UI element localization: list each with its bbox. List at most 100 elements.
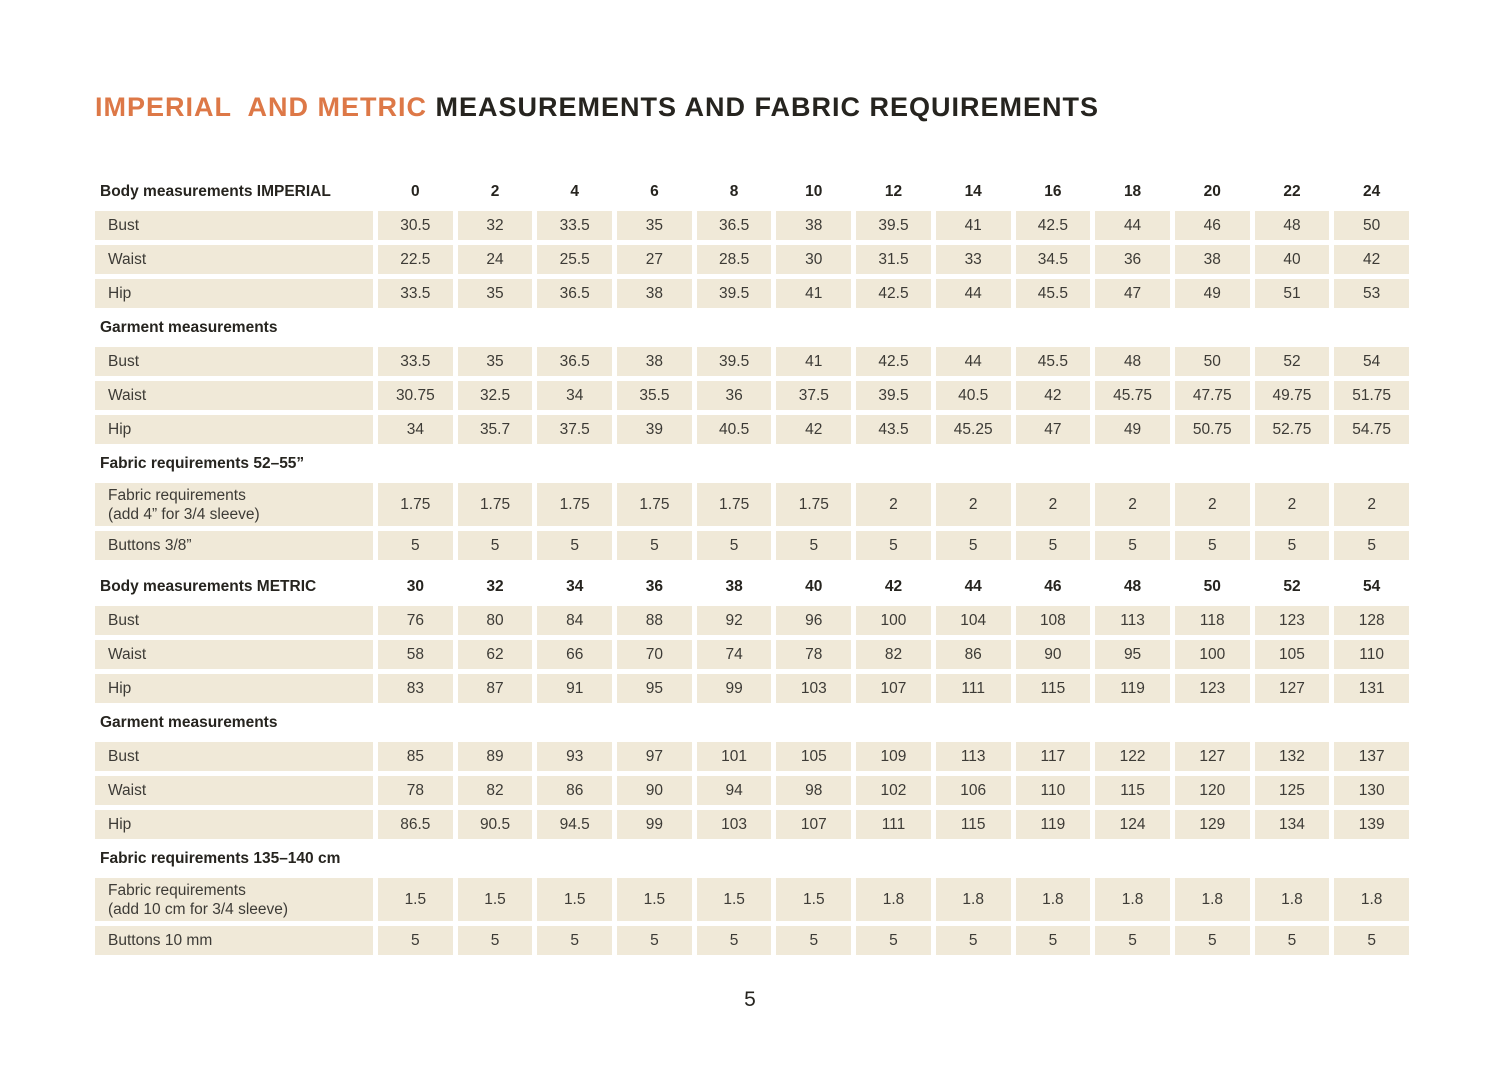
- size-header-cell: [1095, 449, 1170, 478]
- value-cell: 115: [1095, 776, 1170, 805]
- value-cell: 46: [1174, 211, 1250, 240]
- row-label-line: Buttons 3/8”: [108, 537, 192, 554]
- value-cell: 137: [1334, 742, 1409, 771]
- table-row: Bust 33.5 35 36.5 38 39.5 41 42.5 44 45.5 48 50 52 54: [95, 347, 1409, 376]
- value-cell: 123: [1254, 606, 1330, 635]
- size-header-cell: [697, 844, 772, 873]
- value-cell: 91: [537, 674, 613, 703]
- value-cell: 45.5: [1015, 279, 1091, 308]
- value-cell: 90: [617, 776, 692, 805]
- table-row: Waist 58 62 66 70 74 78 82 86 90 95 100 105 110: [95, 640, 1409, 669]
- table-row: Hip 86.5 90.5 94.5 99 103 107 111 115 119 124 129 13…: [95, 810, 1409, 839]
- size-header-cell: [697, 313, 772, 342]
- size-header-cell: [1334, 844, 1409, 873]
- value-cell: 43.5: [856, 415, 931, 444]
- size-header-cell: 22: [1283, 182, 1301, 200]
- row-label: Waist: [95, 245, 373, 274]
- size-header-cell: 46: [1044, 577, 1062, 595]
- value-cell: 2: [856, 483, 931, 526]
- value-cell: 1.5: [696, 878, 772, 921]
- size-header-cell: 20: [1203, 182, 1221, 200]
- value-cell: 36.5: [537, 347, 613, 376]
- value-cell: 87: [457, 674, 533, 703]
- value-cell: 30: [776, 245, 852, 274]
- size-header-cell: 38: [725, 577, 743, 595]
- size-header-cell: [1175, 313, 1250, 342]
- value-cell: 51.75: [1334, 381, 1409, 410]
- size-header-cell: [537, 313, 612, 342]
- value-cell: 5: [1254, 926, 1330, 955]
- size-header-cell: [1334, 313, 1409, 342]
- value-cell: 76: [378, 606, 453, 635]
- row-label-line: Waist: [108, 646, 147, 663]
- row-label-line: Buttons 10 mm: [108, 932, 213, 949]
- value-cell: 52: [1254, 347, 1330, 376]
- value-cell: 1.75: [378, 483, 453, 526]
- row-label-line: Hip: [108, 285, 132, 302]
- value-cell: 34.5: [1015, 245, 1091, 274]
- size-header-cell: 4: [570, 182, 580, 200]
- value-cell: 36: [1095, 245, 1170, 274]
- section-header-row: Fabric requirements 135–140 cm: [95, 844, 1409, 873]
- value-cell: 1.8: [1015, 878, 1091, 921]
- value-cell: 40.5: [696, 415, 772, 444]
- table-row: Buttons 10 mm 5 5 5 5 5 5 5 5 5 5 5 5 5: [95, 926, 1409, 955]
- value-cell: 96: [776, 606, 852, 635]
- section-header-row: Garment measurements: [95, 313, 1409, 342]
- row-label-line: (add 10 cm for 3/4 sleeve): [108, 900, 289, 918]
- size-header-cell: 50: [1203, 577, 1221, 595]
- value-cell: 139: [1334, 810, 1409, 839]
- size-header-cell: [936, 449, 1011, 478]
- section-header-label: Garment measurements: [100, 714, 278, 731]
- value-cell: 115: [935, 810, 1011, 839]
- value-cell: 99: [696, 674, 772, 703]
- value-cell: 2: [1254, 483, 1330, 526]
- section-header-row: Body measurements METRIC 30 32 34 36 38 40 42 44…: [95, 572, 1409, 601]
- value-cell: 39.5: [696, 347, 772, 376]
- value-cell: 40: [1254, 245, 1330, 274]
- value-cell: 36: [696, 381, 772, 410]
- value-cell: 5: [457, 926, 533, 955]
- table-row: Waist 22.5 24 25.5 27 28.5 30 31.5 33 34.5 36 38 40 4…: [95, 245, 1409, 274]
- page-title: IMPERIAL AND METRIC MEASUREMENTS AND FAB…: [95, 92, 1099, 123]
- value-cell: 93: [537, 742, 613, 771]
- size-header-cell: [697, 449, 772, 478]
- size-header-cell: [617, 313, 692, 342]
- value-cell: 100: [1174, 640, 1250, 669]
- size-header-cell: [458, 708, 533, 737]
- table-row: Hip 34 35.7 37.5 39 40.5 42 43.5 45.25 47 49 50.75 5…: [95, 415, 1409, 444]
- value-cell: 54.75: [1334, 415, 1409, 444]
- value-cell: 113: [1095, 606, 1170, 635]
- size-header-cell: [1334, 708, 1409, 737]
- row-label: Hip: [95, 415, 373, 444]
- value-cell: 92: [696, 606, 772, 635]
- value-cell: 32.5: [457, 381, 533, 410]
- value-cell: 111: [856, 810, 931, 839]
- row-label: Hip: [95, 810, 373, 839]
- row-label: Hip: [95, 674, 373, 703]
- value-cell: 44: [1095, 211, 1170, 240]
- size-header-cell: 54: [1363, 577, 1381, 595]
- value-cell: 5: [537, 531, 613, 560]
- table-row: Fabric requirements (add 4” for 3/4 sleev…: [95, 483, 1409, 526]
- size-header-cell: [856, 844, 931, 873]
- value-cell: 35.5: [617, 381, 692, 410]
- size-header-cell: 42: [884, 577, 903, 595]
- size-header-cell: 34: [566, 577, 584, 595]
- value-cell: 38: [617, 279, 692, 308]
- value-cell: 5: [696, 531, 772, 560]
- value-cell: 117: [1015, 742, 1091, 771]
- size-header-cell: [1016, 844, 1091, 873]
- value-cell: 38: [1174, 245, 1250, 274]
- value-cell: 5: [1015, 926, 1091, 955]
- value-cell: 80: [457, 606, 533, 635]
- size-header-cell: 44: [964, 577, 982, 595]
- value-cell: 86.5: [378, 810, 453, 839]
- value-cell: 113: [935, 742, 1011, 771]
- value-cell: 88: [617, 606, 692, 635]
- value-cell: 47: [1095, 279, 1170, 308]
- value-cell: 34: [378, 415, 453, 444]
- value-cell: 78: [378, 776, 453, 805]
- value-cell: 86: [537, 776, 613, 805]
- value-cell: 41: [776, 347, 852, 376]
